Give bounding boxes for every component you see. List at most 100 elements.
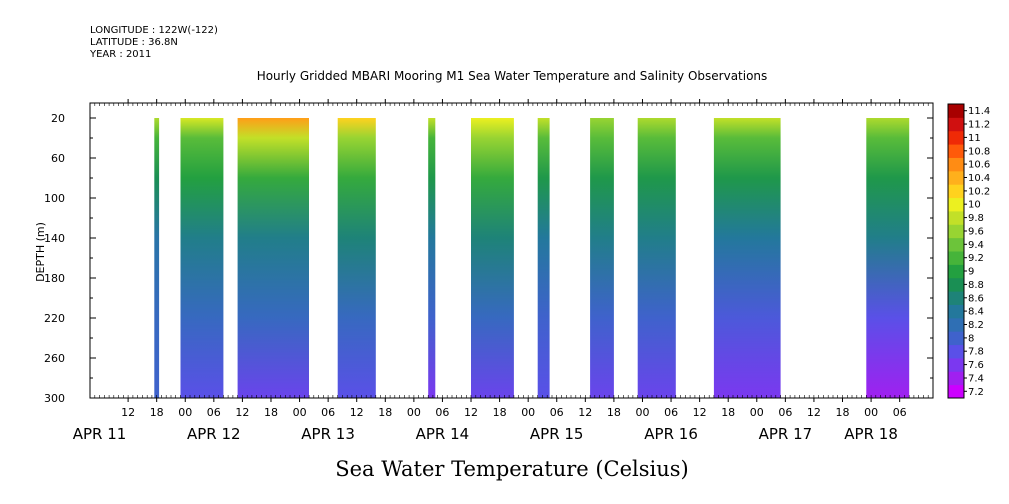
- colorbar-swatch: [948, 210, 964, 225]
- colorbar-label: 11.4: [968, 106, 990, 117]
- data-block: [428, 118, 436, 398]
- colorbar-label: 11: [968, 133, 981, 144]
- y-tick-label: 60: [51, 152, 65, 165]
- x-minor-ticks: [89, 103, 934, 398]
- y-tick-label: 300: [44, 392, 65, 405]
- x-tick-label: 12: [350, 406, 364, 419]
- longitude-label: LONGITUDE : 122W(-122): [90, 25, 218, 36]
- colorbar-label: 7.8: [968, 347, 984, 358]
- data-block: [537, 118, 550, 398]
- x-tick-label: 12: [235, 406, 249, 419]
- x-tick-label: 06: [321, 406, 335, 419]
- colorbar-swatch: [948, 291, 964, 305]
- latitude-label: LATITUDE : 36.8N: [90, 37, 178, 48]
- data-block: [713, 118, 781, 398]
- colorbar-swatch: [948, 277, 964, 292]
- y-tick-label: 220: [44, 312, 65, 325]
- colorbar-swatch: [948, 130, 964, 145]
- colorbar-swatch: [948, 117, 964, 132]
- colorbar-label: 10.8: [968, 146, 990, 157]
- colorbar-swatch: [948, 184, 964, 199]
- x-tick-label: 06: [207, 406, 221, 419]
- data-block: [866, 118, 910, 398]
- data-block: [237, 118, 309, 398]
- colorbar-swatch: [948, 197, 964, 212]
- y-axis-label: DEPTH (m): [34, 222, 47, 282]
- colorbar-swatch: [948, 170, 964, 185]
- colorbar-label: 8.6: [968, 293, 984, 304]
- x-tick-label: 00: [178, 406, 192, 419]
- colorbar-swatch: [948, 344, 964, 359]
- colorbar-swatch: [948, 304, 964, 319]
- x-tick-label: 00: [750, 406, 764, 419]
- y-tick-label: 100: [44, 192, 65, 205]
- colorbar-label: 8.4: [968, 307, 984, 318]
- colorbar-swatch: [948, 144, 964, 158]
- x-tick-label: 00: [521, 406, 535, 419]
- colorbar-swatch: [948, 264, 964, 279]
- colorbar-swatch: [948, 237, 964, 252]
- colorbar-label: 8.2: [968, 320, 984, 331]
- x-tick-label: 18: [836, 406, 850, 419]
- colorbar-label: 8.8: [968, 280, 984, 291]
- colorbar: 7.2 7.4 7.6 7.8 8 8.2 8.4 8.6 8.8 9 9.2 9.4 9.6 9.8 10…: [947, 103, 990, 399]
- data-block: [590, 118, 614, 398]
- colorbar-swatch: [948, 357, 964, 372]
- x-date-label: APR 12: [187, 425, 241, 443]
- colorbar-label: 7.2: [968, 387, 984, 398]
- colorbar-swatch: [948, 251, 964, 265]
- data-block: [471, 118, 514, 398]
- colorbar-swatch: [948, 384, 964, 399]
- x-tick-label: 00: [864, 406, 878, 419]
- data-block: [337, 118, 376, 398]
- colorbar-frame: [947, 103, 965, 399]
- colorbar-swatch: [948, 157, 964, 172]
- x-date-label: APR 15: [530, 425, 584, 443]
- x-tick-label: 00: [293, 406, 307, 419]
- colorbar-label: 11.2: [968, 120, 990, 131]
- y-tick-label: 20: [51, 112, 65, 125]
- x-tick-label: 18: [264, 406, 278, 419]
- colorbar-label: 9: [968, 267, 974, 278]
- x-tick-label: 18: [721, 406, 735, 419]
- x-tick-label: 06: [435, 406, 449, 419]
- x-tick-label: 00: [407, 406, 421, 419]
- x-tick-label: 12: [121, 406, 135, 419]
- colorbar-label: 10: [968, 200, 981, 211]
- y-tick-label: 180: [44, 272, 65, 285]
- colorbar-label: 9.4: [968, 240, 984, 251]
- y-tick-label: 260: [44, 352, 65, 365]
- x-tick-label: 06: [550, 406, 564, 419]
- plot-area: 12 18 00 06 12 18 00 06 12 18 00 06 12 18 00 06 12 18 00 06…: [44, 99, 934, 443]
- colorbar-label: 7.4: [968, 374, 984, 385]
- x-tick-label: 12: [464, 406, 478, 419]
- chart-title: Hourly Gridded MBARI Mooring M1 Sea Wate…: [257, 69, 768, 83]
- x-tick-label: 12: [807, 406, 821, 419]
- colorbar-label: 10.4: [968, 173, 990, 184]
- colorbar-swatch: [948, 331, 964, 346]
- x-axis-label: Sea Water Temperature (Celsius): [335, 457, 689, 481]
- data-block: [154, 118, 160, 398]
- x-tick-label: 18: [607, 406, 621, 419]
- colorbar-label: 10.2: [968, 186, 990, 197]
- x-tick-label: 18: [378, 406, 392, 419]
- colorbar-label: 9.6: [968, 227, 984, 238]
- plot-frame: [89, 102, 934, 399]
- x-date-label: APR 16: [644, 425, 698, 443]
- x-tick-label: 06: [778, 406, 792, 419]
- x-tick-label: 12: [693, 406, 707, 419]
- x-date-label: APR 14: [416, 425, 470, 443]
- colorbar-swatch: [948, 224, 964, 239]
- colorbar-label: 9.2: [968, 253, 984, 264]
- x-tick-label: 12: [578, 406, 592, 419]
- x-date-label: APR 13: [301, 425, 355, 443]
- x-tick-label: 06: [664, 406, 678, 419]
- x-tick-label: 06: [893, 406, 907, 419]
- data-block: [180, 118, 224, 398]
- colorbar-swatch: [948, 104, 964, 118]
- colorbar-label: 7.6: [968, 360, 984, 371]
- x-date-label: APR 11: [73, 425, 127, 443]
- x-date-label: APR 18: [844, 425, 898, 443]
- colorbar-swatch: [948, 317, 964, 332]
